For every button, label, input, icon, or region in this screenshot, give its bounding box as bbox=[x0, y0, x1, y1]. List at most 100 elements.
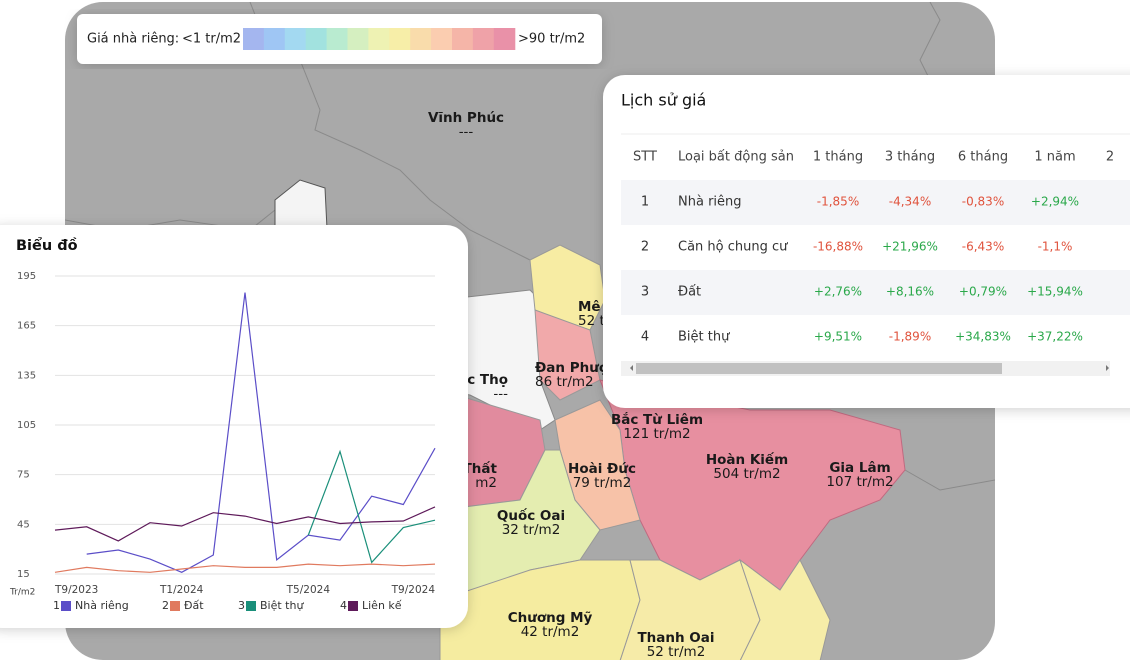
table-cell: -16,88% bbox=[813, 240, 863, 254]
table-cell: Biệt thự bbox=[678, 330, 730, 345]
table-cell: -6,43% bbox=[962, 240, 1004, 254]
table-cell: Đất bbox=[678, 285, 701, 300]
region-name: Quốc Oai bbox=[497, 507, 565, 524]
y-unit: Tr/m2 bbox=[9, 588, 35, 598]
y-tick-label: 45 bbox=[17, 519, 30, 530]
region-price: --- bbox=[459, 124, 474, 140]
legend-label: Giá nhà riêng: bbox=[87, 32, 179, 47]
card bbox=[603, 75, 1130, 408]
legend-swatch bbox=[431, 28, 453, 50]
y-tick-label: 15 bbox=[17, 569, 30, 580]
table-header: 2 bbox=[1106, 150, 1114, 165]
legend-label: Đất bbox=[184, 599, 204, 612]
table-cell: Nhà riêng bbox=[678, 195, 742, 210]
region-price: 86 tr/m2 bbox=[535, 374, 594, 390]
table-cell: +15,94% bbox=[1027, 285, 1083, 299]
card bbox=[0, 225, 468, 628]
legend-max: >90 tr/m2 bbox=[518, 32, 585, 47]
region-name: Hoài Đức bbox=[568, 461, 636, 477]
legend-swatch bbox=[348, 601, 358, 611]
table-cell: -0,83% bbox=[962, 195, 1004, 209]
table-header: Loại bất động sản bbox=[678, 150, 794, 165]
legend-swatch bbox=[410, 28, 432, 50]
region-name: Bắc Từ Liêm bbox=[611, 411, 703, 428]
legend-swatches bbox=[243, 28, 516, 50]
legend-swatch bbox=[284, 28, 307, 50]
region-name: Vĩnh Phúc bbox=[428, 110, 504, 126]
region-name: Gia Lâm bbox=[829, 460, 890, 476]
region-name: Hoàn Kiếm bbox=[706, 451, 788, 468]
price-history-card: Lịch sử giá STT Loại bất động sản 1 tháng 3… bbox=[603, 75, 1130, 408]
legend-swatch bbox=[326, 28, 349, 50]
series-line bbox=[307, 449, 436, 564]
table-header: 1 năm bbox=[1034, 150, 1075, 165]
y-tick-label: 75 bbox=[17, 470, 30, 481]
legend-swatch bbox=[243, 28, 265, 50]
series-line bbox=[54, 563, 436, 573]
series-line bbox=[86, 292, 436, 573]
table-cell: +9,51% bbox=[814, 330, 862, 344]
legend-swatch bbox=[452, 28, 474, 50]
legend-box: Giá nhà riêng: <1 tr/m2 >90 tr/m2 bbox=[77, 14, 602, 64]
legend-key: 3 bbox=[238, 599, 245, 612]
table-cell: -1,89% bbox=[889, 330, 931, 344]
region-price: 79 tr/m2 bbox=[573, 475, 632, 491]
legend-swatch bbox=[493, 28, 516, 50]
price-table: STT Loại bất động sản 1 tháng 3 tháng 6 thán… bbox=[621, 133, 1130, 376]
map-area bbox=[739, 558, 831, 660]
table-cell: 4 bbox=[641, 330, 649, 345]
chart-card: Biểu đồ Tr/m2 15 45 75 105 135 165 195 T9/2023 T… bbox=[0, 225, 468, 628]
x-tick-label: T9/2023 bbox=[54, 584, 98, 596]
legend-swatch bbox=[246, 601, 256, 611]
y-tick-label: 165 bbox=[17, 321, 36, 332]
region-price: m2 bbox=[475, 475, 497, 491]
table-cell: +21,96% bbox=[882, 240, 938, 254]
x-tick-label: T5/2024 bbox=[286, 584, 331, 596]
legend-swatch bbox=[347, 28, 369, 50]
y-tick-label: 135 bbox=[17, 370, 36, 381]
legend-swatch bbox=[472, 28, 495, 50]
table-header: 3 tháng bbox=[885, 150, 935, 165]
table-cell: 2 bbox=[641, 240, 649, 255]
map-area bbox=[534, 309, 601, 401]
table-header: 1 tháng bbox=[813, 150, 863, 165]
table-header: STT bbox=[633, 150, 657, 165]
legend-key: 1 bbox=[53, 599, 60, 612]
region-name: Chương Mỹ bbox=[508, 610, 593, 626]
row-stripe bbox=[621, 270, 1130, 315]
region-price: 52 tr/m2 bbox=[647, 644, 706, 660]
table-header: 6 tháng bbox=[958, 150, 1008, 165]
region-name: Thanh Oai bbox=[637, 630, 714, 646]
legend-swatch bbox=[170, 601, 180, 611]
table-cell: +0,79% bbox=[959, 285, 1007, 299]
region-price: 504 tr/m2 bbox=[713, 466, 780, 482]
legend-label: Biệt thự bbox=[260, 599, 304, 612]
legend-swatch bbox=[389, 28, 411, 50]
region-price: 42 tr/m2 bbox=[521, 624, 580, 640]
scrollbar-thumb[interactable] bbox=[636, 363, 1002, 374]
region-price: 32 tr/m2 bbox=[502, 522, 561, 538]
table-cell: Căn hộ chung cư bbox=[678, 240, 788, 255]
region-price: 121 tr/m2 bbox=[623, 426, 690, 442]
table-cell: -4,34% bbox=[889, 195, 931, 209]
table-cell: +37,22% bbox=[1027, 330, 1083, 344]
table-cell: +8,16% bbox=[886, 285, 934, 299]
region-price: --- bbox=[493, 386, 508, 402]
table-cell: -1,85% bbox=[817, 195, 859, 209]
table-cell: 3 bbox=[641, 285, 649, 300]
table-cell: +34,83% bbox=[955, 330, 1011, 344]
table-cell: -1,1% bbox=[1038, 240, 1073, 254]
legend-min: <1 tr/m2 bbox=[182, 32, 241, 47]
legend-key: 2 bbox=[162, 599, 169, 612]
legend-swatch bbox=[263, 28, 286, 50]
legend-swatch bbox=[61, 601, 71, 611]
legend-key: 4 bbox=[340, 599, 347, 612]
table-cell: +2,94% bbox=[1031, 195, 1079, 209]
table-cell: +2,76% bbox=[814, 285, 862, 299]
legend-swatch bbox=[368, 28, 390, 50]
legend-label: Nhà riêng bbox=[75, 599, 129, 612]
card-title: Lịch sử giá bbox=[621, 91, 706, 110]
x-tick-label: T9/2024 bbox=[391, 584, 436, 596]
legend-swatch bbox=[305, 28, 328, 50]
